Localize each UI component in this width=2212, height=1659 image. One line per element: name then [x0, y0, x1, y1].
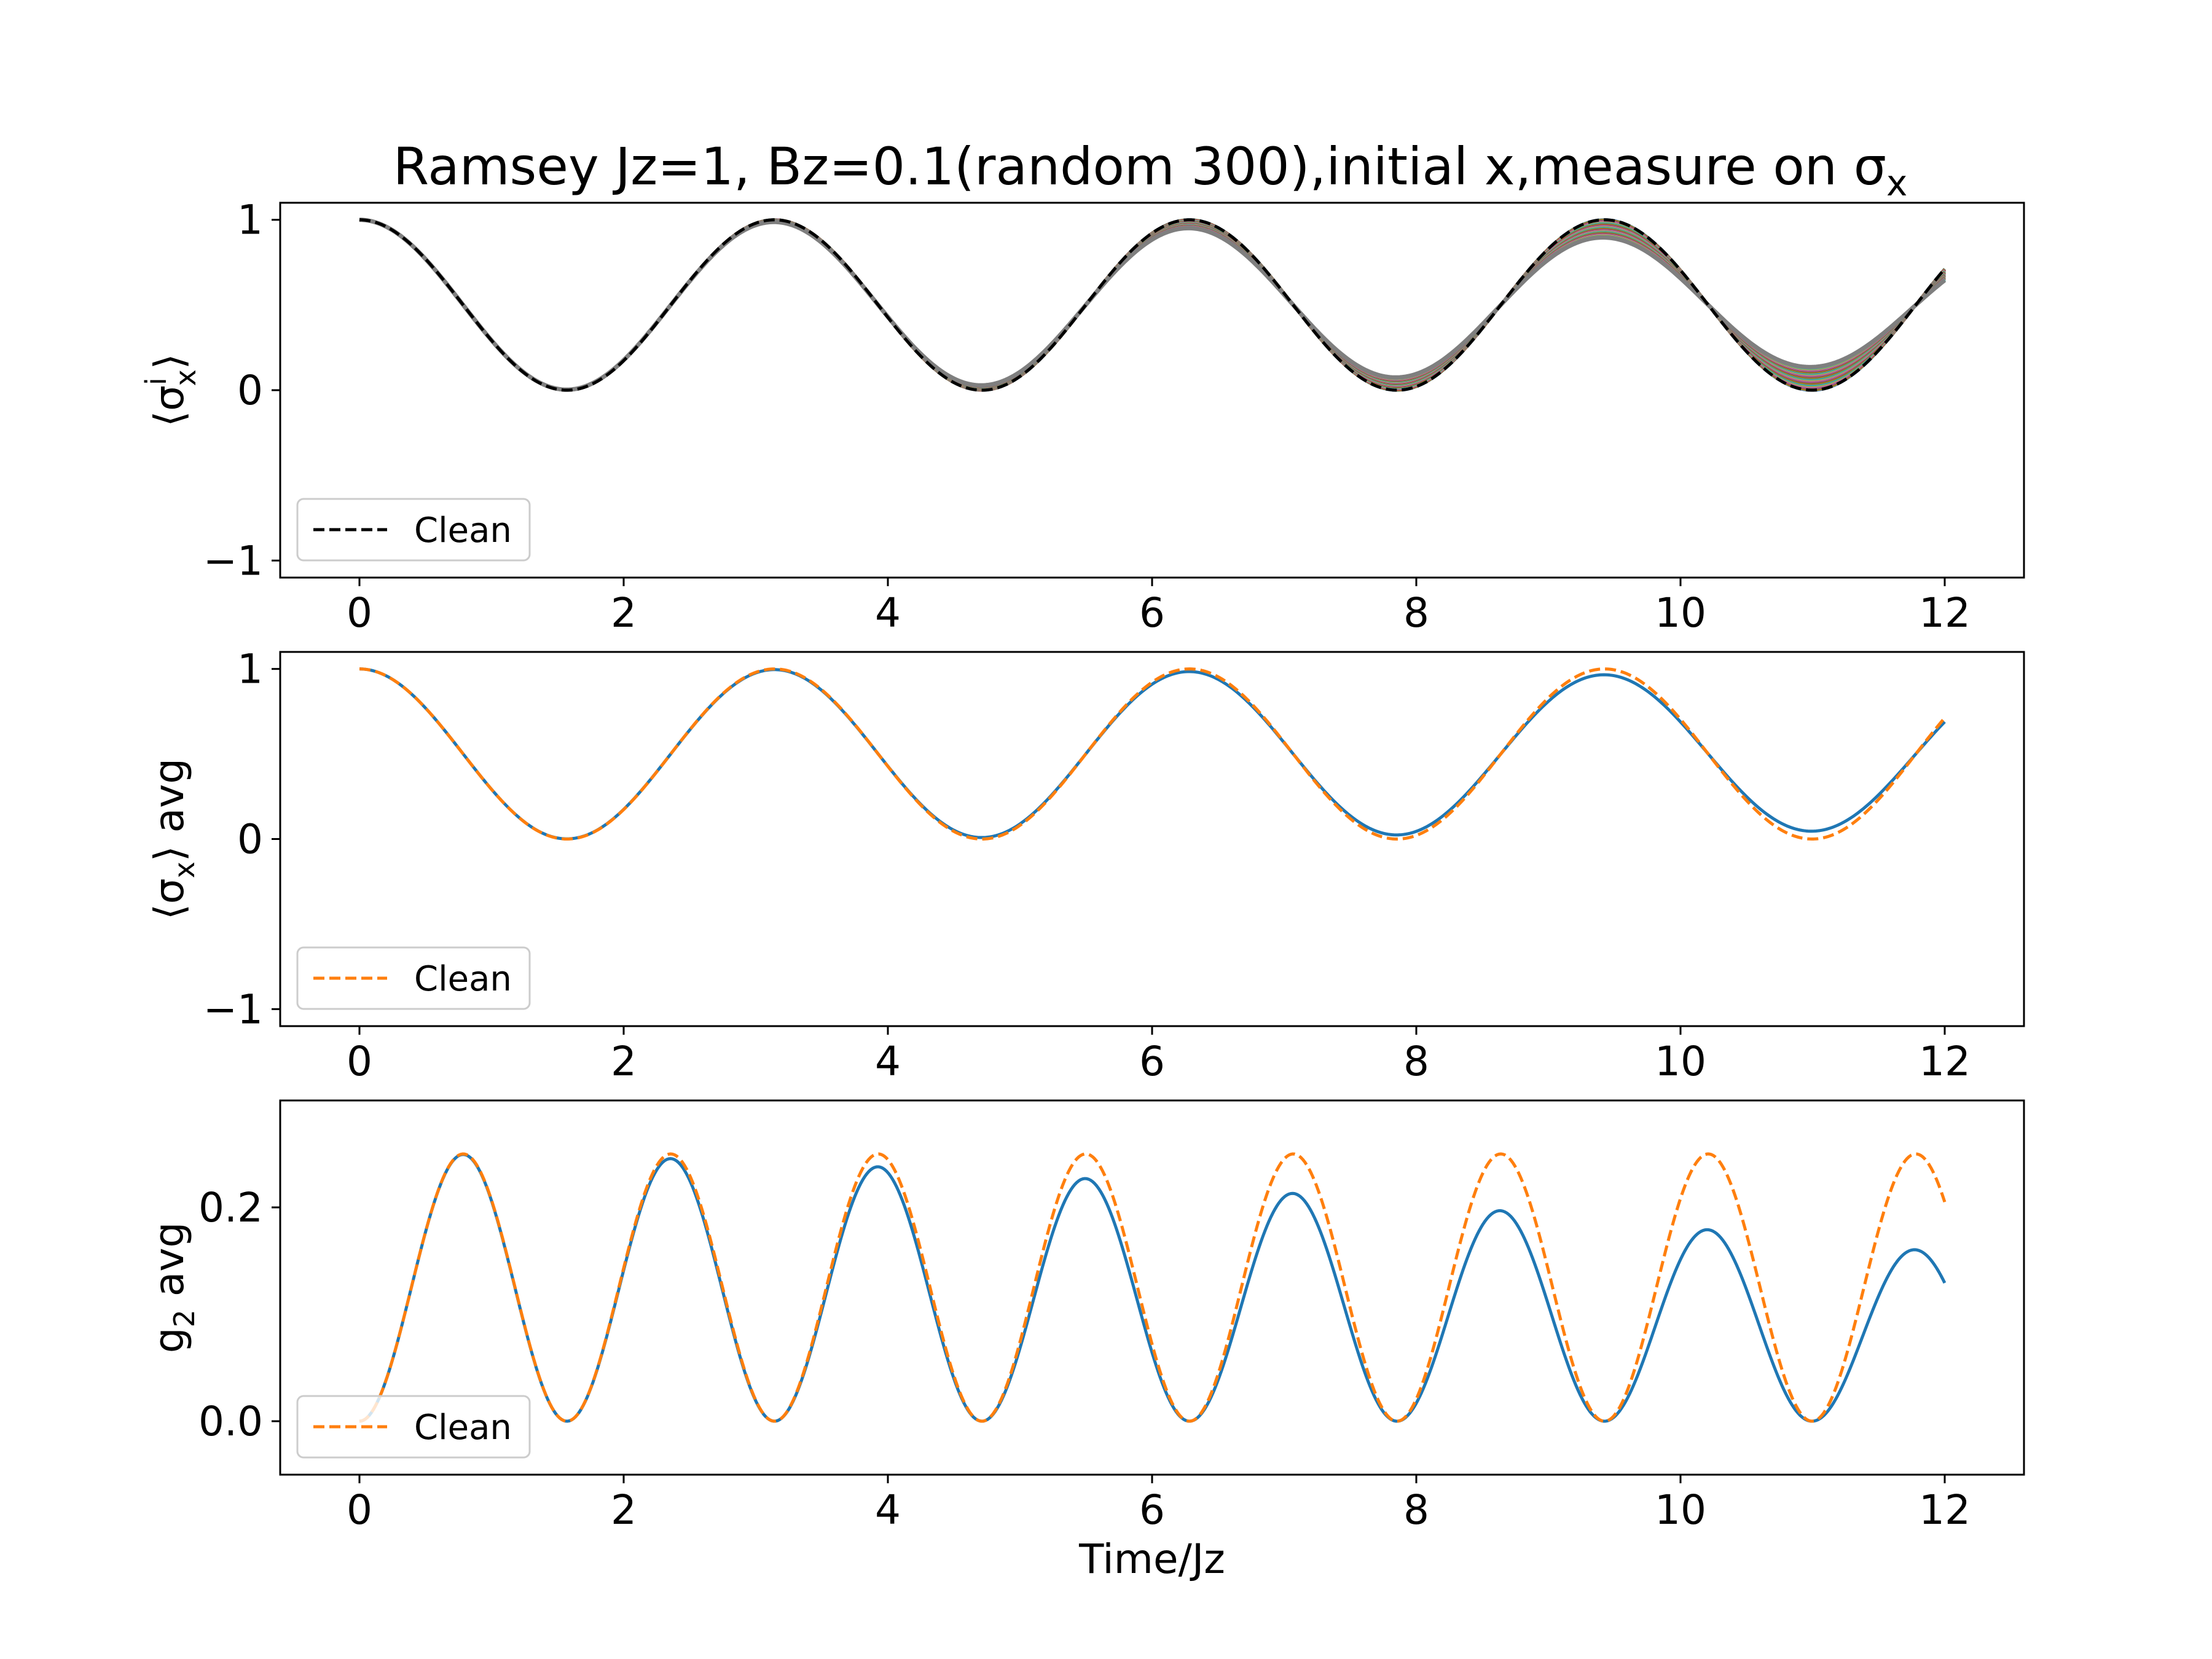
legend: Clean	[296, 498, 531, 562]
y-axis-label-superscript: i	[139, 377, 173, 385]
y-tick-label: 1	[237, 646, 263, 693]
y-axis-label: g2 avg	[146, 1222, 201, 1354]
y-axis-label-main: ⟨σ	[146, 878, 193, 920]
y-tick-label: 0	[237, 816, 263, 863]
series-line-clean	[359, 1152, 1947, 1423]
x-tick-label: 0	[347, 1038, 372, 1085]
x-tick-label: 6	[1139, 1038, 1165, 1085]
y-axis-label-main: ⟨σ	[146, 385, 193, 427]
legend-label: Clean	[414, 1408, 512, 1448]
y-axis-label-subscript: 2	[168, 1309, 201, 1327]
legend: Clean	[296, 1395, 531, 1459]
y-tick-label: 1	[237, 197, 263, 244]
x-tick-label: 6	[1139, 1486, 1165, 1534]
plot-lines	[359, 1152, 1947, 1423]
legend-label: Clean	[414, 959, 512, 999]
y-axis-label-main: g	[146, 1327, 193, 1353]
x-tick-label: 12	[1919, 589, 1971, 637]
legend-box	[296, 1395, 531, 1459]
x-axis-label: Time/Jz	[1078, 1535, 1225, 1583]
y-axis-label-subscript: x	[168, 861, 201, 878]
y-tick-label: 0	[237, 367, 263, 414]
x-tick-label: 10	[1655, 1486, 1706, 1534]
x-tick-label: 12	[1919, 1486, 1971, 1534]
x-tick-label: 4	[875, 1486, 901, 1534]
plot-lines	[359, 667, 1946, 841]
x-tick-label: 8	[1403, 1038, 1429, 1085]
y-tick-label: 0.2	[198, 1184, 263, 1231]
y-axis-label-close: ⟩ avg	[146, 758, 193, 861]
subplot-1: 0 2 4 6 8 10 12 −1 0 1 ⟨σix⟩ Clean	[139, 197, 2025, 637]
legend: Clean	[296, 946, 531, 1010]
series-line-clean	[359, 667, 1946, 841]
y-axis-label-close: ⟩	[146, 353, 193, 369]
series-line-clean	[359, 218, 1946, 392]
legend-label: Clean	[414, 511, 512, 551]
y-tick-label: 0.0	[198, 1398, 263, 1445]
x-tick-label: 6	[1139, 589, 1165, 637]
x-tick-label: 4	[875, 589, 901, 637]
y-tick-label: −1	[203, 537, 263, 584]
figure-title-subscript: x	[1886, 162, 1907, 204]
x-tick-label: 2	[611, 1038, 637, 1085]
figure-title: Ramsey Jz=1, Bz=0.1(random 300),initial …	[393, 136, 1908, 204]
y-axis-label-close: avg	[146, 1222, 193, 1309]
x-tick-label: 10	[1655, 1038, 1706, 1085]
y-tick-label: −1	[203, 986, 263, 1033]
x-tick-label: 12	[1919, 1038, 1971, 1085]
x-tick-label: 8	[1403, 1486, 1429, 1534]
x-tick-label: 4	[875, 1038, 901, 1085]
x-tick-label: 0	[347, 589, 372, 637]
x-tick-label: 2	[611, 1486, 637, 1534]
legend-box	[296, 946, 531, 1010]
x-tick-label: 10	[1655, 589, 1706, 637]
x-tick-label: 2	[611, 589, 637, 637]
figure-title-main: Ramsey Jz=1, Bz=0.1(random 300),initial …	[393, 136, 1886, 197]
plot-lines	[359, 218, 1947, 392]
x-tick-label: 0	[347, 1486, 372, 1534]
legend-box	[296, 498, 531, 562]
y-axis-label-subscript: x	[169, 369, 202, 386]
y-axis-label: ⟨σix⟩	[139, 353, 202, 426]
subplot-2: 0 2 4 6 8 10 12 −1 0 1 ⟨σx⟩ avg Clean	[146, 646, 2025, 1085]
y-axis-label: ⟨σx⟩ avg	[146, 758, 201, 920]
x-tick-label: 8	[1403, 589, 1429, 637]
